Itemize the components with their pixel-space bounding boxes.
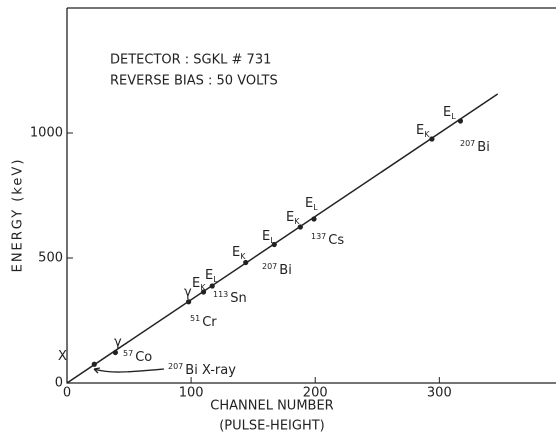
label-main: E — [305, 196, 313, 211]
x-tick-label: 300 — [427, 386, 452, 401]
source-label: 207 Bi X-ray — [168, 362, 236, 378]
y-tick-label: 0 — [55, 376, 63, 391]
source-label: 137 Cs — [311, 232, 344, 248]
y-tick-label: 500 — [38, 251, 63, 266]
label-sub: K — [294, 217, 300, 226]
isotope-name: Sn — [230, 291, 247, 306]
label-main: X — [58, 349, 67, 364]
point-label: EK — [286, 210, 300, 226]
isotope-name: Bi X-ray — [185, 363, 236, 378]
source-label: 207 Bi — [460, 139, 490, 155]
isotope-mass: 57 — [123, 349, 133, 358]
isotope-mass: 137 — [311, 232, 326, 241]
label-main: E — [232, 245, 240, 260]
isotope-name: Bi — [477, 140, 490, 155]
label-sub: L — [313, 203, 318, 212]
point-label: EK — [192, 276, 206, 292]
isotope-mass: 51 — [190, 314, 200, 323]
source-label: 51 Cr — [190, 314, 217, 330]
label-main: E — [443, 105, 451, 120]
point-label: EL — [262, 229, 275, 245]
isotope-mass: 113 — [213, 290, 228, 299]
source-label: 113 Sn — [213, 290, 247, 306]
annotation: REVERSE BIAS : 50 VOLTS — [110, 74, 278, 89]
isotope-name: Cs — [328, 233, 344, 248]
arrow — [93, 367, 165, 374]
point-label: γ — [184, 285, 192, 300]
x-tick-label: 0 — [63, 386, 71, 401]
label-main: E — [262, 229, 270, 244]
point-label: EL — [443, 105, 456, 121]
isotope-name: Co — [135, 350, 152, 365]
x-tick-label: 100 — [179, 386, 204, 401]
isotope-name: Bi — [279, 263, 292, 278]
source-label: 57 Co — [123, 349, 152, 365]
label-sub: L — [451, 112, 456, 121]
point-label: EL — [205, 268, 218, 284]
label-sub: K — [240, 252, 246, 261]
label-main: E — [205, 268, 213, 283]
label-main: γ — [184, 285, 192, 300]
isotope-name: Cr — [202, 315, 217, 330]
fit-line — [66, 93, 499, 384]
label-main: E — [192, 276, 200, 291]
label-main: E — [416, 123, 424, 138]
label-sub: K — [424, 130, 430, 139]
x-tick-label: 200 — [303, 386, 328, 401]
label-sub: L — [213, 275, 218, 284]
annotation: DETECTOR : SGKL # 731 — [110, 53, 271, 68]
y-axis-label: ENERGY (keV) — [11, 158, 26, 273]
isotope-mass: 207 — [460, 139, 475, 148]
x-axis-label: CHANNEL NUMBER — [210, 399, 333, 414]
label-main: E — [286, 210, 294, 225]
y-tick-label: 1000 — [30, 126, 63, 141]
point-label: EK — [232, 245, 246, 261]
x-axis-label: (PULSE-HEIGHT) — [219, 419, 325, 434]
point-label: EL — [305, 196, 318, 212]
point-label: γ — [114, 335, 122, 350]
isotope-mass: 207 — [262, 262, 277, 271]
label-sub: L — [270, 236, 275, 245]
point-label: EK — [416, 123, 430, 139]
source-label: 207 Bi — [262, 262, 292, 278]
point-label: X — [58, 349, 67, 364]
label-main: γ — [114, 335, 122, 350]
label-sub: K — [200, 283, 206, 292]
isotope-mass: 207 — [168, 362, 183, 371]
